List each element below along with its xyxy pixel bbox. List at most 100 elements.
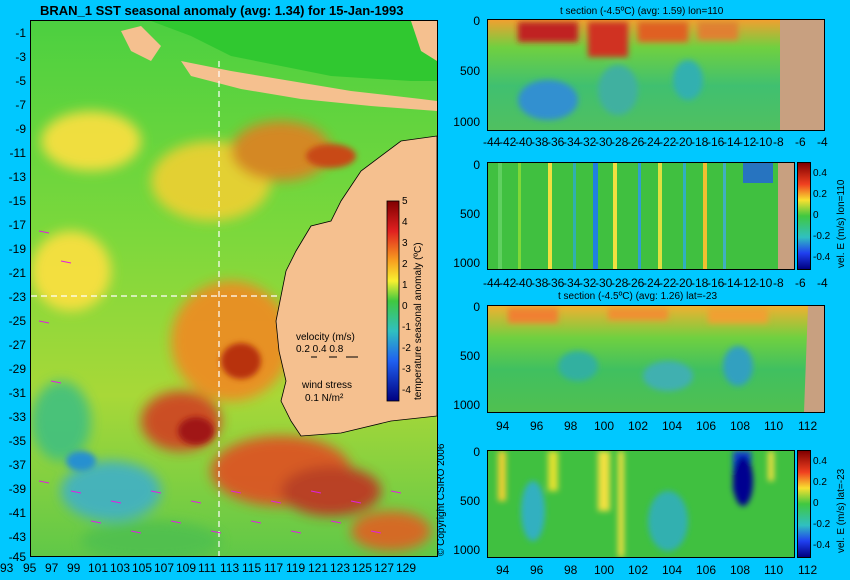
lat-tick: -18 bbox=[691, 276, 709, 290]
lat-tick: -34 bbox=[563, 135, 581, 149]
velocity-colorbar-1 bbox=[797, 162, 811, 270]
lat-tick: -23 bbox=[8, 290, 26, 304]
colorbar-tick: 1 bbox=[402, 280, 408, 291]
lon-tick: 96 bbox=[530, 419, 544, 433]
lat-tick: -30 bbox=[595, 276, 613, 290]
lat-tick: -27 bbox=[8, 338, 26, 352]
lat-tick: -17 bbox=[8, 218, 26, 232]
lat-tick: -35 bbox=[8, 434, 26, 448]
lat-tick: -15 bbox=[8, 194, 26, 208]
lon-tick: 109 bbox=[176, 561, 197, 575]
depth-tick: 500 bbox=[459, 207, 480, 221]
lon-tick: 102 bbox=[628, 419, 649, 433]
lat-tick: -14 bbox=[723, 135, 741, 149]
lat-tick: -36 bbox=[547, 276, 565, 290]
panel-4-field bbox=[488, 451, 794, 557]
lat-tick: -12 bbox=[739, 135, 757, 149]
depth-tick: 500 bbox=[459, 349, 480, 363]
lat-tick: -16 bbox=[707, 276, 725, 290]
lat-tick: -36 bbox=[547, 135, 565, 149]
lon-tick: 93 bbox=[0, 561, 14, 575]
lat-tick: -26 bbox=[627, 276, 645, 290]
lat-tick: -38 bbox=[531, 135, 549, 149]
sst-anomaly-field bbox=[31, 21, 437, 556]
lat-tick: -40 bbox=[515, 276, 533, 290]
colorbar-tick: -2 bbox=[402, 343, 411, 354]
temperature-colorbar bbox=[386, 200, 400, 402]
lon-tick: 98 bbox=[564, 563, 578, 577]
lat-tick: -11 bbox=[9, 146, 26, 160]
velocity-tick: 0.4 bbox=[813, 456, 827, 467]
lat-tick: -18 bbox=[691, 135, 709, 149]
lat-tick: -37 bbox=[8, 458, 26, 472]
lat-tick: -4 bbox=[817, 276, 828, 290]
lat-tick: -10 bbox=[755, 276, 773, 290]
lon-tick: 98 bbox=[564, 419, 578, 433]
colorbar-tick: -1 bbox=[402, 322, 411, 333]
velocity-tick: -0.2 bbox=[813, 519, 831, 530]
wind-legend-title: wind stress bbox=[302, 380, 353, 391]
colorbar-tick: 5 bbox=[402, 196, 408, 207]
lat-tick: -29 bbox=[8, 362, 26, 376]
copyright: © Copyright CSIRO 2006 bbox=[436, 443, 447, 556]
map-title: BRAN_1 SST seasonal anomaly (avg: 1.34) … bbox=[40, 3, 404, 18]
lon-tick: 101 bbox=[88, 561, 109, 575]
velocity-tick: 0 bbox=[813, 498, 819, 509]
lon-tick: 119 bbox=[286, 561, 306, 575]
lat-tick: -44 bbox=[483, 276, 501, 290]
map-lon-axis: 93 95 97 99 101 103 105 107 109 111 113 … bbox=[0, 561, 440, 579]
lon-tick: 94 bbox=[496, 563, 510, 577]
lon-tick: 103 bbox=[110, 561, 131, 575]
lat-tick: -9 bbox=[15, 122, 26, 136]
lat-tick: -6 bbox=[795, 135, 806, 149]
velocity-tick: -0.4 bbox=[813, 252, 831, 263]
panel-3-title: t section (-4.5ºC) (avg: 1.26) lat=-23 bbox=[558, 291, 717, 302]
lon-tick: 102 bbox=[628, 563, 649, 577]
lon-tick: 104 bbox=[662, 563, 683, 577]
depth-tick: 1000 bbox=[453, 256, 480, 270]
lat-tick: -31 bbox=[8, 386, 26, 400]
panel-2-field bbox=[488, 163, 794, 269]
panel-1-title: t section (-4.5ºC) (avg: 1.59) lon=110 bbox=[560, 6, 724, 17]
colorbar-tick: 3 bbox=[402, 238, 408, 249]
lat-tick: -13 bbox=[8, 170, 26, 184]
lat-tick: -34 bbox=[563, 276, 581, 290]
lat-tick: -8 bbox=[773, 135, 784, 149]
depth-tick: 500 bbox=[459, 64, 480, 78]
lat-tick: -20 bbox=[675, 135, 693, 149]
lon-tick: 111 bbox=[198, 561, 217, 575]
lat-tick: -25 bbox=[8, 314, 26, 328]
lat-tick: -22 bbox=[659, 135, 677, 149]
lon-tick: 100 bbox=[594, 563, 615, 577]
lat-tick: -43 bbox=[8, 530, 26, 544]
panel-1-section bbox=[487, 19, 825, 131]
velocity-tick: 0 bbox=[813, 210, 819, 221]
sst-anomaly-map bbox=[30, 20, 438, 557]
lon-tick: 105 bbox=[132, 561, 153, 575]
lat-tick: -40 bbox=[515, 135, 533, 149]
panel-3-field bbox=[488, 306, 824, 412]
lat-tick: -30 bbox=[595, 135, 613, 149]
colorbar-tick: 2 bbox=[402, 259, 408, 270]
lat-tick: -5 bbox=[15, 74, 26, 88]
lat-tick: -39 bbox=[8, 482, 26, 496]
lat-tick: -14 bbox=[723, 276, 741, 290]
lon-tick: 94 bbox=[496, 419, 510, 433]
colorbar-tick: -4 bbox=[402, 385, 411, 396]
lat-tick: -21 bbox=[8, 266, 26, 280]
lat-tick: -24 bbox=[643, 135, 661, 149]
lon-tick: 110 bbox=[764, 419, 784, 433]
depth-tick: 1000 bbox=[453, 398, 480, 412]
lat-tick: -32 bbox=[579, 135, 597, 149]
lon-tick: 112 bbox=[798, 563, 818, 577]
panel-2-section bbox=[487, 162, 795, 270]
lon-tick: 129 bbox=[396, 561, 417, 575]
lon-tick: 115 bbox=[242, 561, 262, 575]
lat-tick: -6 bbox=[795, 276, 806, 290]
lon-tick: 107 bbox=[154, 561, 175, 575]
lon-tick: 99 bbox=[67, 561, 81, 575]
velocity-legend-title: velocity (m/s) bbox=[296, 332, 355, 343]
lat-tick: -3 bbox=[15, 50, 26, 64]
velocity-tick: -0.2 bbox=[813, 231, 831, 242]
lon-tick: 125 bbox=[352, 561, 373, 575]
